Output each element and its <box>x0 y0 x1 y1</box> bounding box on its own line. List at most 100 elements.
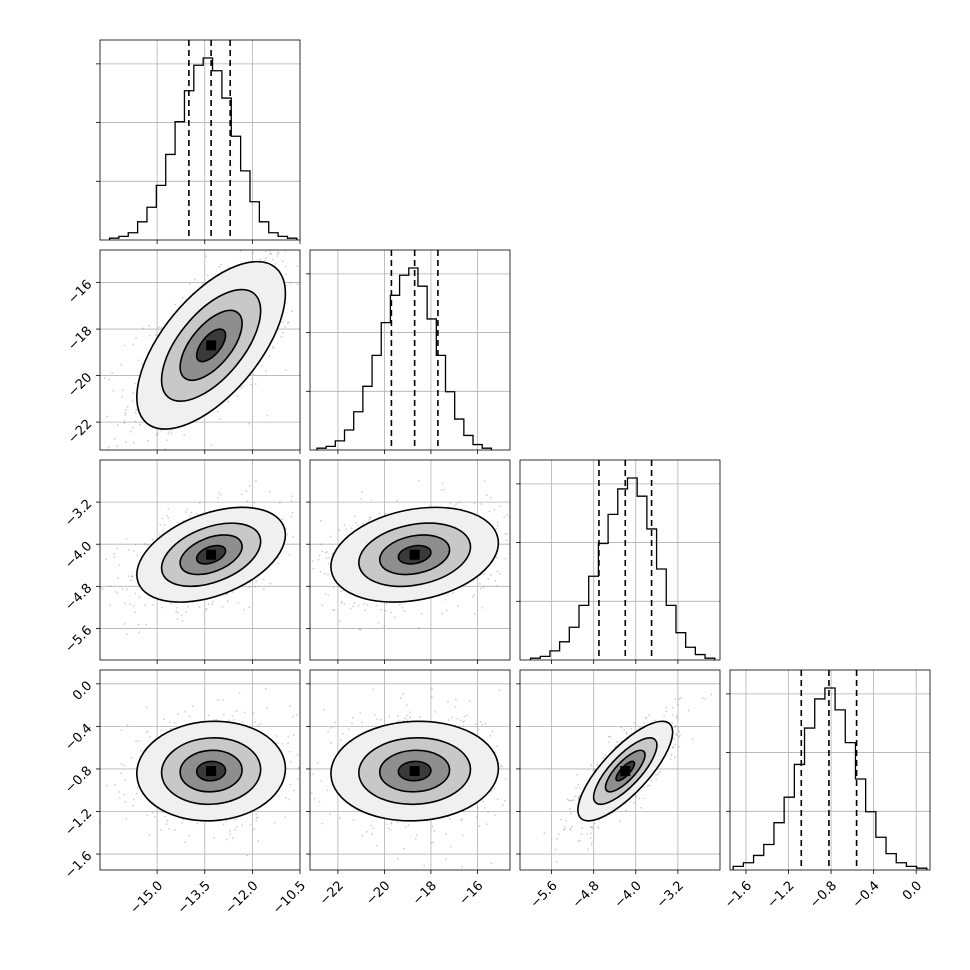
scatter-point <box>138 596 141 599</box>
scatter-point <box>166 439 168 442</box>
scatter-point <box>262 578 265 580</box>
scatter-point <box>459 719 462 722</box>
scatter-point <box>291 511 294 514</box>
scatter-point <box>192 705 194 707</box>
scatter-point <box>146 542 148 544</box>
scatter-point <box>252 252 255 255</box>
scatter-point <box>455 503 458 505</box>
scatter-point <box>505 539 508 542</box>
scatter-point <box>674 724 677 727</box>
scatter-point <box>494 814 496 816</box>
scatter-point <box>530 531 532 533</box>
scatter-point <box>327 573 329 576</box>
scatter-point <box>370 832 373 835</box>
scatter-point <box>396 821 399 824</box>
scatter-point <box>565 820 567 822</box>
scatter-point <box>369 516 372 519</box>
scatter-point <box>120 363 123 366</box>
scatter-point <box>532 798 534 800</box>
scatter-point <box>522 777 524 779</box>
y-tick-label: −0.4 <box>62 721 95 754</box>
scatter-point <box>145 731 148 734</box>
scatter-point <box>642 722 645 725</box>
scatter-point <box>176 618 179 621</box>
scatter-point <box>116 577 119 580</box>
scatter-point <box>301 514 303 516</box>
contour-0 <box>577 720 674 822</box>
scatter-point <box>172 463 174 465</box>
scatter-point <box>153 815 156 818</box>
scatter-point <box>462 721 464 723</box>
scatter-point <box>217 699 219 701</box>
scatter-point <box>614 745 616 748</box>
scatter-point <box>121 395 124 398</box>
scatter-point <box>345 528 348 531</box>
scatter-point <box>289 705 292 708</box>
scatter-point <box>596 764 599 767</box>
scatter-point <box>510 614 512 616</box>
scatter-point <box>361 834 364 837</box>
scatter-point <box>112 389 115 392</box>
scatter-point <box>326 305 328 307</box>
scatter-point <box>577 783 580 786</box>
scatter-point <box>205 255 208 258</box>
scatter-point <box>592 768 595 771</box>
scatter-point <box>301 817 303 819</box>
scatter-point <box>463 715 466 718</box>
scatter-point <box>161 517 164 520</box>
scatter-point <box>292 734 295 736</box>
scatter-point <box>231 591 234 593</box>
scatter-point <box>155 434 158 436</box>
scatter-point <box>162 811 164 814</box>
scatter-point <box>675 734 678 736</box>
scatter-point <box>390 823 393 825</box>
scatter-point <box>132 343 135 346</box>
scatter-point <box>248 422 250 425</box>
scatter-point <box>483 573 486 576</box>
scatter-point <box>268 250 271 252</box>
scatter-point <box>360 705 362 707</box>
scatter-point <box>292 535 295 538</box>
scatter-point <box>324 551 327 554</box>
scatter-point <box>247 231 249 233</box>
scatter-point <box>343 603 346 605</box>
scatter-point <box>301 786 303 788</box>
scatter-point <box>524 762 526 764</box>
scatter-point <box>383 513 386 515</box>
scatter-point <box>148 834 151 837</box>
scatter-point <box>158 326 160 329</box>
scatter-point <box>331 552 334 555</box>
scatter-point <box>174 829 177 832</box>
panel-content <box>730 670 930 870</box>
scatter-point <box>558 833 560 836</box>
scatter-point <box>311 560 314 562</box>
scatter-point <box>132 604 135 607</box>
scatter-point <box>163 524 166 526</box>
scatter-point <box>630 727 633 730</box>
scatter-point <box>227 400 229 403</box>
scatter-point <box>229 829 232 832</box>
scatter-point <box>160 429 162 432</box>
scatter-point <box>296 764 298 766</box>
scatter-point <box>624 803 627 805</box>
scatter-point <box>274 580 276 582</box>
scatter-point <box>123 422 126 424</box>
scatter-point <box>387 827 390 830</box>
scatter-point <box>474 612 476 615</box>
scatter-point <box>376 718 379 721</box>
scatter-point <box>327 730 330 733</box>
scatter-point <box>297 802 299 804</box>
scatter-point <box>176 521 179 524</box>
scatter-point <box>216 410 219 413</box>
scatter-point <box>106 784 108 787</box>
scatter-point <box>152 604 155 606</box>
scatter-point <box>521 530 523 532</box>
scatter-point <box>370 824 373 827</box>
scatter-point <box>116 592 119 594</box>
scatter-point <box>368 519 370 521</box>
scatter-point <box>496 745 499 747</box>
scatter-point <box>263 588 265 590</box>
scatter-point <box>504 778 507 781</box>
x-tick-label: −0.8 <box>807 878 840 911</box>
scatter-point <box>490 574 492 576</box>
